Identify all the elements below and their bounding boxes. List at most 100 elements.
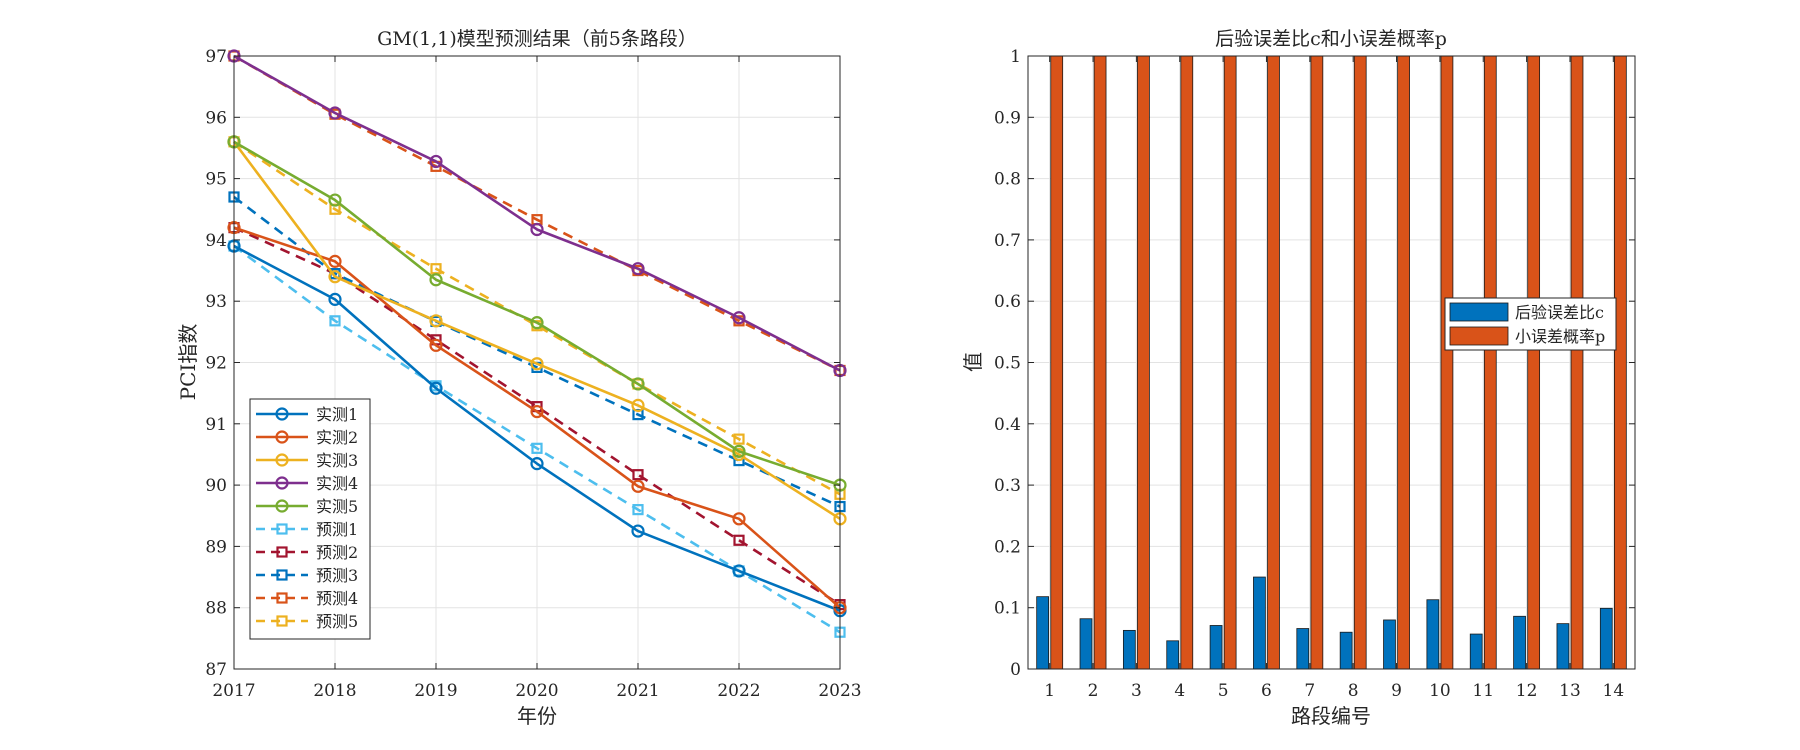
x-tick-label-5: 5 [1218,681,1229,701]
bar-小误差概率p-8 [1353,55,1367,670]
line-chart-series [227,49,847,638]
series-实测4-point-2018 [328,106,342,120]
series-实测3-point-2020 [530,357,544,371]
series-实测2-point-2019 [429,338,443,352]
legend-label-预测4: 预测4 [316,589,358,608]
bar-小误差概率p-9 [1397,55,1410,670]
line-chart-y-axis-label: PCI指数 [176,324,200,401]
bar-小误差概率p-4 [1180,55,1194,670]
series-实测4-line [233,54,841,372]
bar-后验误差比c-1 [1036,596,1049,670]
series-实测4-point-2021 [631,262,645,276]
series-实测1-point-2020 [530,457,544,471]
y-tick-label-95: 95 [205,170,227,190]
series-实测1-point-2019 [429,381,443,395]
x-tick-label-7: 7 [1304,681,1315,701]
legend-label-实测5: 实测5 [316,497,358,516]
legend-marker-实测2 [275,430,289,444]
series-预测4-line [233,54,841,372]
legend-marker-预测3 [276,569,288,581]
y-tick-label-0-1: 0.1 [994,599,1021,619]
y-tick-label-0-9: 0.9 [994,108,1021,128]
bar-后验误差比c-3 [1122,629,1136,670]
series-实测3-line [232,141,841,520]
bar-后验误差比c-8 [1339,631,1353,670]
bar-chart-bars [1036,55,1627,670]
line-chart-title: GM(1,1)模型预测结果（前5条路段） [377,28,697,50]
bar-chart: 00.10.20.30.40.50.60.70.80.911 2 3 4 5 6 7 8 9 10… [961,28,1636,728]
x-tick-label-2021: 2021 [616,681,659,701]
bar-chart-y-axis-label: 值 [961,352,985,372]
legend-label-实测1: 实测1 [316,405,358,424]
bar-后验误差比c-12 [1513,615,1526,670]
x-tick-label-2022: 2022 [717,681,760,701]
bar-小误差概率p-2 [1093,55,1107,670]
y-tick-label-88: 88 [205,599,227,619]
legend-label-后验误差比c: 后验误差比c [1515,303,1604,322]
y-tick-label-0: 0 [1010,660,1021,680]
x-tick-label-10: 10 [1429,681,1451,701]
y-tick-label-0-2: 0.2 [994,537,1021,557]
series-预测1-point-2018 [329,315,341,327]
series-实测1-point-2021 [631,524,645,538]
bar-小误差概率p-10 [1440,55,1454,670]
x-tick-label-2017: 2017 [212,681,255,701]
series-预测3-line [233,195,841,508]
legend-marker-预测4 [276,592,288,604]
series-预测1-point-2021 [632,504,644,516]
y-tick-label-96: 96 [205,108,227,128]
series-实测5-point-2018 [328,193,342,207]
x-tick-label-8: 8 [1348,681,1359,701]
y-tick-label-0-6: 0.6 [994,292,1021,312]
legend-box [249,398,371,640]
line-chart-x-axis-label: 年份 [517,704,557,728]
series-预测2-point-2021 [632,469,644,481]
x-tick-label-6: 6 [1261,681,1272,701]
series-实测4-point-2020 [530,222,544,237]
bar-小误差概率p-11 [1483,55,1497,670]
legend-label-小误差概率p: 小误差概率p [1515,327,1605,346]
y-tick-label-90: 90 [205,476,227,496]
legend-label-实测2: 实测2 [316,428,358,447]
x-tick-label-4: 4 [1174,681,1185,701]
series-实测4-point-2019 [429,154,443,169]
bar-小误差概率p-3 [1137,55,1150,670]
bar-后验误差比c-4 [1166,640,1180,670]
y-tick-label-0-8: 0.8 [994,170,1021,190]
series-实测3-point-2018 [328,270,342,284]
series-实测3-point-2019 [429,314,443,328]
x-tick-label-14: 14 [1603,681,1625,701]
bar-后验误差比c-7 [1296,628,1310,670]
legend-swatch-小误差概率p [1449,326,1509,346]
legend-label-预测3: 预测3 [316,566,358,585]
series-实测2-point-2020 [530,404,544,419]
bar-后验误差比c-11 [1469,633,1483,670]
y-tick-label-91: 91 [205,415,227,435]
series-实测2-point-2021 [631,479,645,493]
bar-chart-title: 后验误差比c和小误差概率p [1215,28,1447,50]
series-实测1-line [233,244,841,612]
series-预测2-point-2022 [733,534,745,546]
bar-后验误差比c-6 [1253,576,1266,670]
series-预测1-point-2020 [531,442,543,454]
legend-swatch-后验误差比c [1449,302,1509,322]
bar-小误差概率p-6 [1267,55,1280,670]
x-tick-label-2023: 2023 [818,681,861,701]
legend-marker-预测2 [276,546,288,558]
bar-后验误差比c-2 [1079,618,1093,670]
series-实测5-line [233,140,841,487]
bar-小误差概率p-14 [1614,55,1627,670]
bar-小误差概率p-12 [1527,55,1541,670]
legend-marker-预测1 [276,523,288,535]
x-tick-label-11: 11 [1472,681,1494,701]
bar-后验误差比c-14 [1599,607,1613,670]
x-tick-label-2018: 2018 [313,681,356,701]
legend-marker-预测5 [276,615,288,627]
series-实测4-point-2022 [732,311,746,325]
bar-小误差概率p-13 [1570,55,1584,670]
x-tick-label-9: 9 [1391,681,1402,701]
bar-后验误差比c-10 [1426,599,1440,670]
legend-label-实测4: 实测4 [316,474,358,493]
x-tick-label-3: 3 [1131,681,1142,701]
